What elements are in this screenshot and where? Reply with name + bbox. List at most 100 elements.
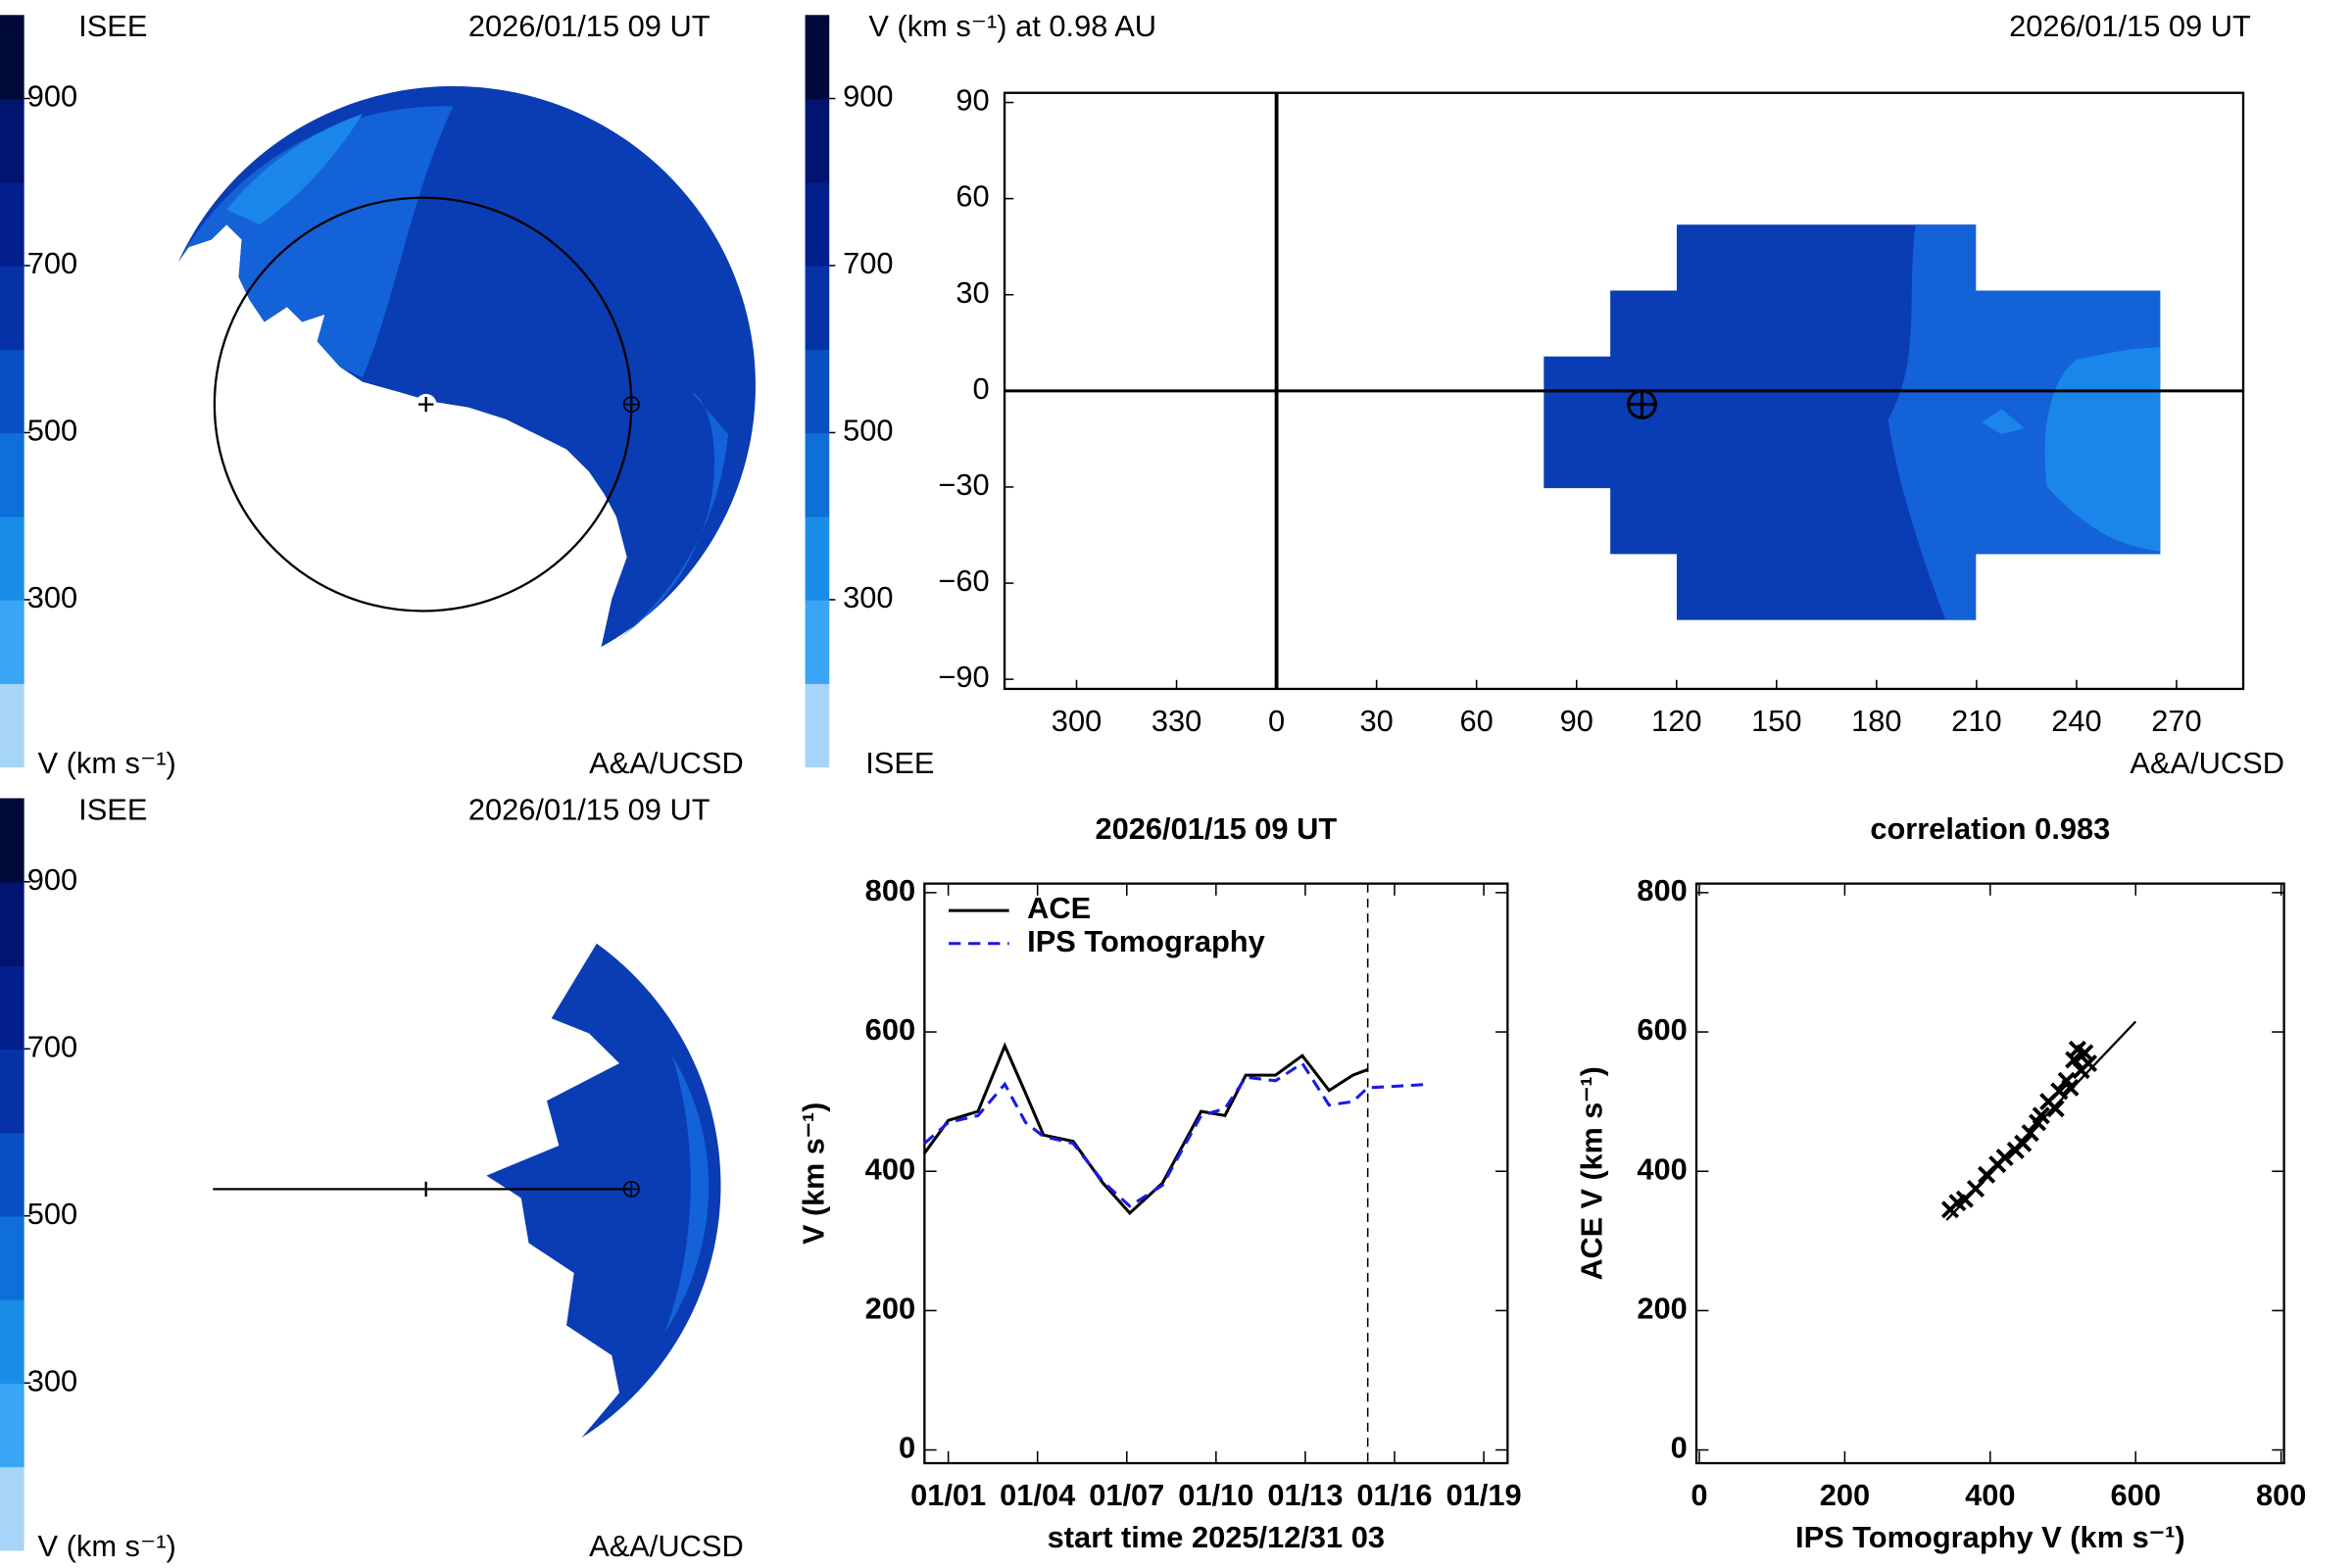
y-tick-label: 200 (865, 1292, 915, 1326)
colorbar-segment (0, 964, 24, 1050)
colorbar-segment (0, 599, 24, 684)
colorbar-title: V (km s⁻¹) (38, 1529, 176, 1563)
x-tick-label: 330 (1152, 704, 1201, 738)
x-tick-label: 0 (1268, 704, 1285, 738)
date-label: 2026/01/15 09 UT (2009, 9, 2251, 43)
colorbar-segment (805, 98, 830, 183)
speed-region (177, 106, 454, 378)
x-tick-label: 600 (2111, 1478, 2161, 1512)
colorbar-segment (0, 1383, 24, 1468)
colorbar-tick-label: 500 (843, 414, 893, 448)
x-tick-label: 270 (2151, 704, 2201, 738)
scatter-point (2061, 1078, 2080, 1097)
polar-map-2 (213, 943, 721, 1439)
credit-label: A&A/UCSD (589, 1529, 744, 1563)
colorbar-segment (0, 1132, 24, 1217)
x-tick-label: 150 (1751, 704, 1801, 738)
sun-marker (417, 396, 434, 413)
colorbar-tick-label: 300 (27, 1363, 77, 1397)
polar-map-1 (177, 85, 756, 648)
legend-label: IPS Tomography (1027, 924, 1265, 958)
y-tick-label: 600 (1637, 1012, 1687, 1047)
credit-label: A&A/UCSD (589, 746, 744, 780)
speed-region (1982, 409, 2025, 435)
colorbar-segment (0, 15, 24, 100)
colorbar-tick-label: 500 (27, 414, 77, 448)
colorbar-segment (0, 181, 24, 267)
colorbar-tick-label: 900 (27, 79, 77, 114)
colorbar-segment (0, 881, 24, 966)
x-tick-label: 60 (1460, 704, 1494, 738)
colorbar-segment (805, 599, 830, 684)
colorbar-segment (805, 432, 830, 517)
series-line (923, 1060, 1431, 1208)
colorbar-segment (0, 798, 24, 883)
date-label: 2026/01/15 09 UT (468, 792, 710, 826)
colorbar-segment (0, 1049, 24, 1134)
scatter-point (2046, 1100, 2065, 1118)
colorbar-segment (805, 265, 830, 350)
colorbar-tick-label: 900 (843, 79, 893, 114)
colorbar-segment (0, 265, 24, 350)
credit-label: A&A/UCSD (2130, 746, 2284, 780)
y-tick-label: 800 (865, 873, 915, 907)
source-label: ISEE (865, 746, 934, 780)
x-tick-label: 400 (1965, 1478, 2015, 1512)
colorbar-tick-label: 300 (843, 580, 893, 614)
chart-title: 2026/01/15 09 UT (1095, 811, 1337, 846)
legend-label: ACE (1027, 891, 1091, 925)
source-label: ISEE (78, 792, 147, 826)
y-tick-label: 200 (1637, 1292, 1687, 1326)
colorbar-segment (0, 98, 24, 183)
x-tick-label: 30 (1360, 704, 1394, 738)
source-label: ISEE (78, 9, 147, 43)
x-tick-label: 0 (1690, 1478, 1707, 1512)
colorbar-segment (805, 349, 830, 434)
speed-region (664, 1055, 710, 1334)
speed-region (486, 943, 721, 1439)
y-tick-label: −30 (938, 467, 989, 502)
colorbar-tick-label: 300 (27, 580, 77, 614)
colorbar-segment (805, 181, 830, 267)
x-tick-label: 01/10 (1178, 1478, 1253, 1512)
x-tick-label: 01/19 (1446, 1478, 1521, 1512)
map-title: V (km s⁻¹) at 0.98 AU (868, 9, 1156, 43)
colorbar-segment (0, 683, 24, 768)
earth-marker (1628, 390, 1656, 418)
x-tick-label: 01/13 (1267, 1478, 1343, 1512)
colorbar-segment (0, 432, 24, 517)
series-line (923, 1042, 1369, 1216)
scatter-point (2079, 1054, 2098, 1073)
scatter-point (2050, 1082, 2069, 1101)
y-tick-label: 30 (956, 275, 989, 310)
colorbar-tick-label: 700 (843, 246, 893, 280)
x-tick-label: 01/04 (1000, 1478, 1075, 1512)
x-tick-label: 200 (1820, 1478, 1870, 1512)
colorbar-segment (0, 515, 24, 601)
y-tick-label: 60 (956, 179, 989, 214)
x-axis-label: start time 2025/12/31 03 (1048, 1520, 1385, 1554)
scatter-point (2021, 1124, 2039, 1143)
y-tick-label: 90 (956, 83, 989, 118)
colorbar-tick-label: 700 (27, 1029, 77, 1063)
y-tick-label: −90 (938, 660, 989, 694)
x-tick-label: 01/16 (1356, 1478, 1432, 1512)
y-tick-label: 0 (1671, 1431, 1688, 1465)
colorbar-tick-label: 500 (27, 1197, 77, 1231)
speed-region (2044, 347, 2161, 552)
y-axis-label: V (km s⁻¹) (796, 1102, 830, 1245)
x-tick-label: 180 (1851, 704, 1901, 738)
earth-marker (622, 396, 640, 414)
y-tick-label: 400 (1637, 1152, 1687, 1186)
colorbar-tick-label: 700 (27, 246, 77, 280)
scatter-point (2014, 1134, 2033, 1152)
earth-marker (622, 1180, 640, 1198)
scatter-point (2032, 1106, 2050, 1125)
colorbar-segment (805, 15, 830, 100)
plot-frame (923, 882, 1509, 1465)
x-tick-label: 120 (1651, 704, 1701, 738)
date-label: 2026/01/15 09 UT (468, 9, 710, 43)
scatter-point (1995, 1148, 2014, 1166)
x-axis-label: IPS Tomography V (km s⁻¹) (1795, 1520, 2185, 1554)
